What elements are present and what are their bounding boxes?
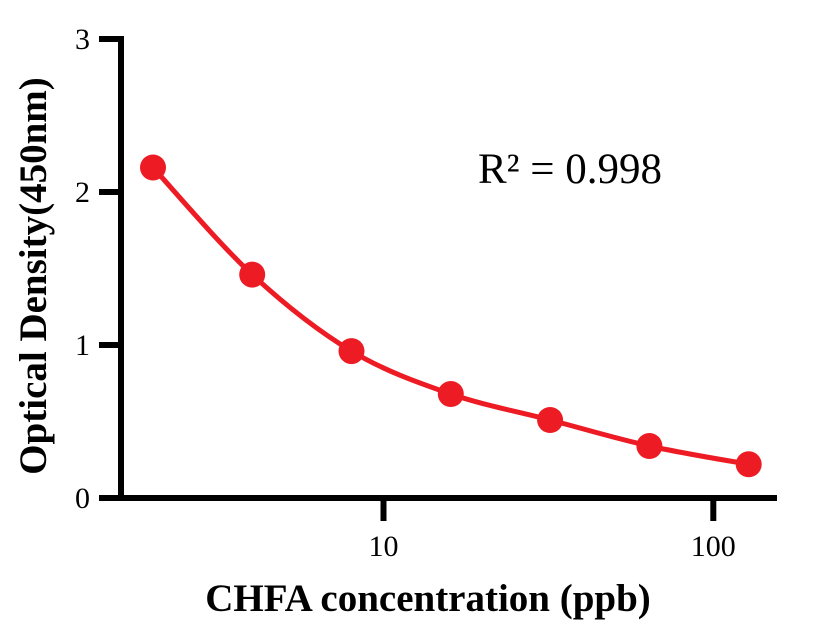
standard-curve-line — [150, 165, 752, 467]
data-point-4ppb — [239, 261, 266, 288]
y-tick-label: 1 — [75, 329, 90, 362]
x-tick-label: 100 — [691, 530, 736, 563]
data-point-16ppb — [437, 381, 464, 407]
data-point-128ppb — [735, 451, 762, 478]
y-tick-label: 0 — [75, 482, 90, 515]
x-tick-label: 10 — [368, 530, 398, 563]
y-axis-title: Optical Density(450nm) — [12, 77, 55, 475]
y-tick-label: 3 — [75, 23, 90, 56]
data-point-8ppb — [338, 338, 365, 365]
data-point-2ppb — [140, 154, 166, 181]
data-point-64ppb — [636, 433, 663, 459]
r-squared-annotation: R² = 0.998 — [478, 146, 662, 193]
y-tick-label: 2 — [75, 176, 90, 209]
data-point-32ppb — [537, 407, 564, 433]
x-axis-title: CHFA concentration (ppb) — [205, 577, 651, 620]
